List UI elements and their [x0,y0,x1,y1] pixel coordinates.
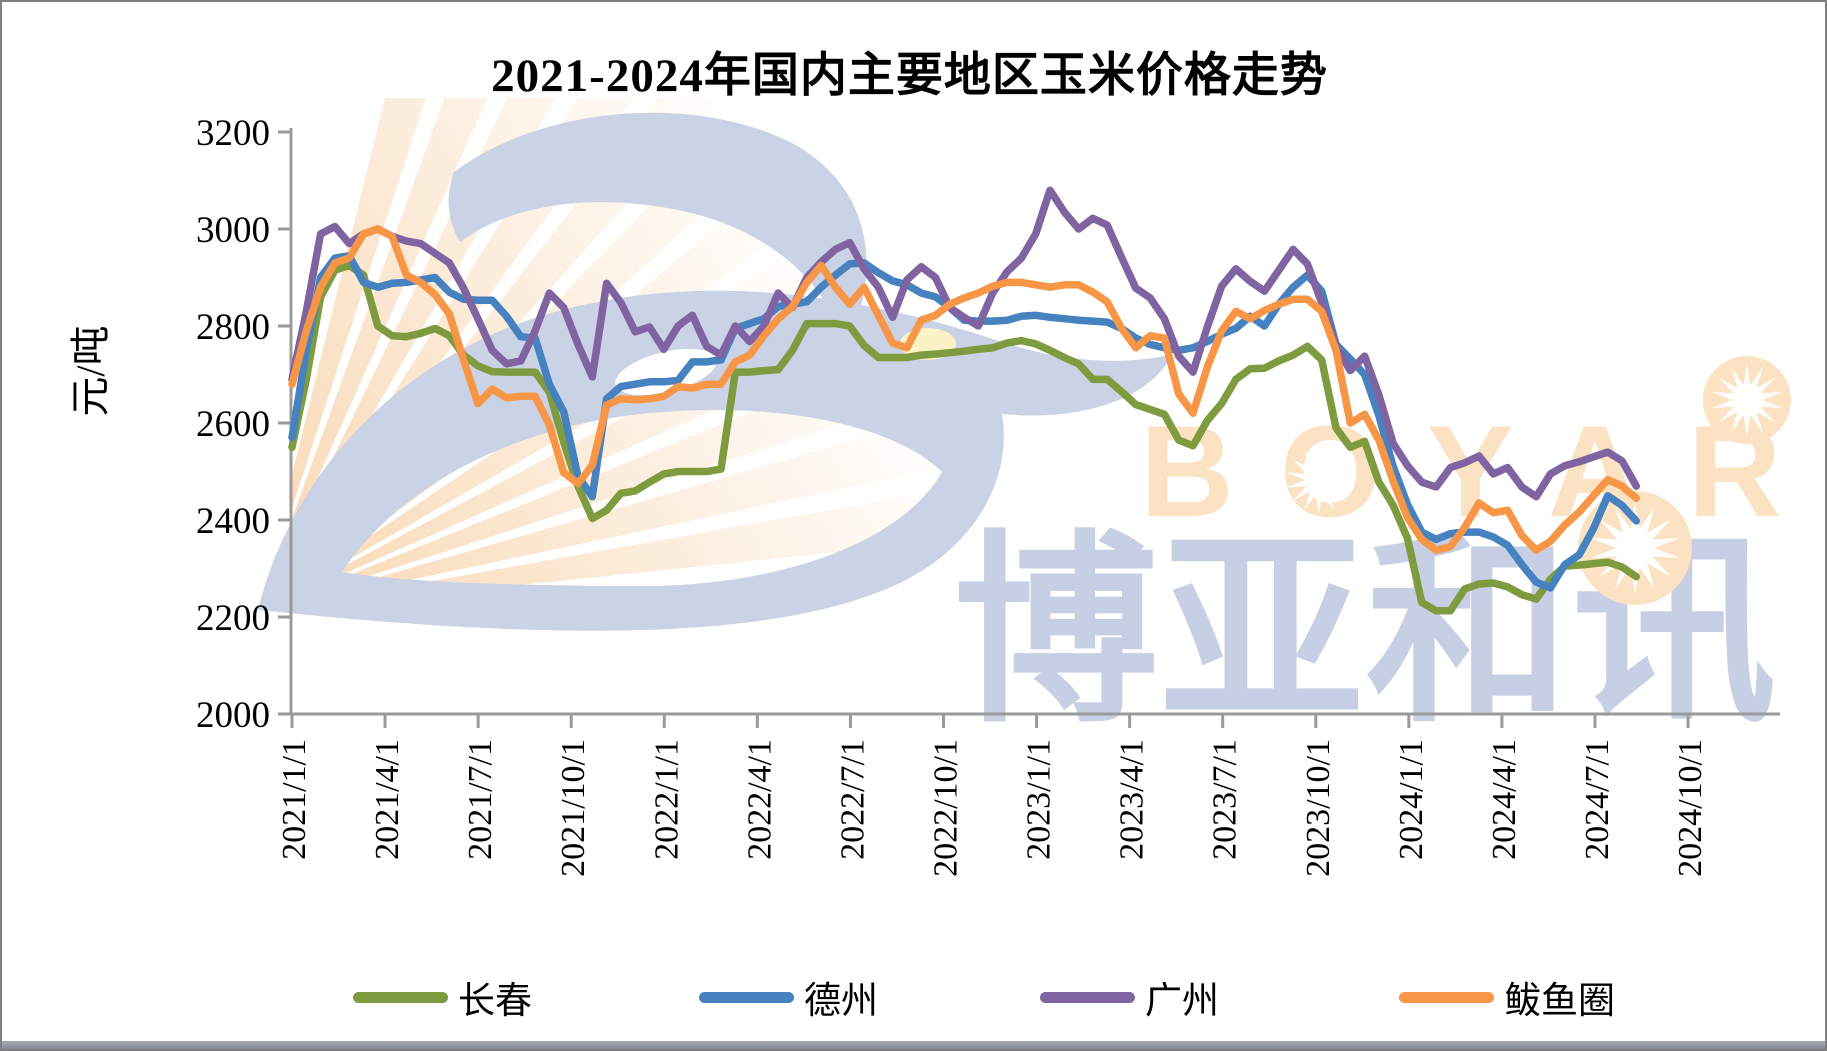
legend-label-changchun: 长春 [458,981,532,1022]
x-tick-label: 2021/10/1 [555,739,592,877]
y-tick-label: 2800 [196,307,270,348]
x-tick-label: 2022/10/1 [927,739,964,877]
window-bottom-edge [2,1041,1825,1049]
y-axis-title: 元/吨 [68,325,113,417]
legend: 长春 德州 广州 鲅鱼圈 [2,974,1825,1026]
series-line-guangzhou [288,186,1641,501]
series-line-dezhou [288,251,1641,592]
series-line-bayuquan [288,225,1641,554]
x-tick-label: 2022/1/1 [648,739,685,860]
legend-label-guangzhou: 广州 [1145,981,1219,1022]
legend-item-changchun: 长春 [353,974,532,1022]
chart-title: 2021-2024年国内主要地区玉米价格走势 [491,50,1328,102]
x-tick-label: 2023/10/1 [1300,739,1337,877]
x-tick-label: 2023/7/1 [1207,739,1244,860]
legend-item-bayuquan: 鲅鱼圈 [1399,974,1615,1022]
x-tick-label: 2024/4/1 [1486,739,1523,860]
x-tick-label: 2021/1/1 [276,739,313,860]
y-tick-label: 3000 [196,210,270,251]
legend-item-guangzhou: 广州 [1040,974,1219,1022]
x-tick-label: 2022/7/1 [834,739,871,860]
legend-swatch-bayuquan [1399,991,1494,1003]
starburst-icon [1285,446,1353,514]
x-tick-label: 2021/4/1 [369,739,406,860]
x-tick-label: 2024/1/1 [1393,739,1430,860]
starburst-icon [1590,502,1680,594]
y-tick-label: 2000 [196,695,270,736]
legend-label-dezhou: 德州 [804,981,878,1022]
legend-item-dezhou: 德州 [699,974,878,1022]
series-line-changchun [288,261,1641,615]
x-tick-label: 2023/4/1 [1114,739,1151,860]
y-tick-label: 3200 [196,113,270,154]
legend-label-bayuquan: 鲅鱼圈 [1504,981,1615,1022]
x-tick-label: 2023/1/1 [1021,739,1058,860]
x-tick-label: 2024/10/1 [1672,739,1709,877]
y-tick-label: 2200 [196,598,270,639]
legend-swatch-dezhou [699,991,794,1003]
x-tick-label: 2021/7/1 [462,739,499,860]
x-tick-label: 2024/7/1 [1579,739,1616,860]
x-tick-label: 2022/4/1 [741,739,778,860]
legend-swatch-guangzhou [1040,991,1135,1003]
legend-swatch-changchun [353,991,448,1003]
starburst-icon [1711,364,1783,436]
y-tick-label: 2400 [196,501,270,542]
y-tick-label: 2600 [196,404,270,445]
